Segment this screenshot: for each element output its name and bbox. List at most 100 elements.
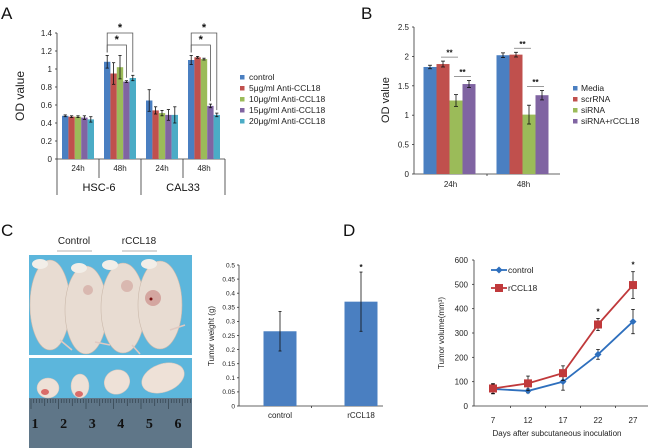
y-tick-label: 1.5 <box>398 82 410 91</box>
bar-blue <box>496 55 510 174</box>
marker-diamond <box>559 378 567 386</box>
legend-swatch <box>573 97 578 102</box>
tumor <box>83 285 93 295</box>
marker-diamond <box>629 318 637 326</box>
y-tick-label: 0.8 <box>41 83 53 92</box>
y-tick-label: 0.6 <box>41 101 53 110</box>
significance-bracket <box>106 32 134 73</box>
ruler-number: 3 <box>89 417 96 432</box>
mouse <box>29 259 71 351</box>
ruler-number: 1 <box>32 417 39 432</box>
chart-c: 0 0.05 0.1 0.15 0.2 0.25 0.3 0.35 0.4 0.45 0.5 Tumo… <box>207 262 383 420</box>
y-tick-label: 1.2 <box>41 47 53 56</box>
x-tick-label: 48h <box>517 180 530 189</box>
ruler-number: 2 <box>60 417 67 432</box>
x-tick-label: 48h <box>113 164 126 173</box>
x-tick-label: 17 <box>559 416 568 425</box>
legend-swatch <box>240 75 245 80</box>
significance-marker: * <box>359 263 363 272</box>
significance-bracket <box>190 32 218 111</box>
panel-label-a: A <box>1 4 13 23</box>
chart-a: 0 0.2 0.4 0.6 0.8 1 1.2 1.4 OD value 24h 48h 24h 48h… <box>13 22 326 195</box>
marker-square <box>489 384 497 393</box>
photo-label-control: Control <box>58 236 90 247</box>
y-tick-label: 0.35 <box>222 305 235 312</box>
legend-swatch <box>240 108 245 113</box>
legend-swatch <box>573 119 578 124</box>
y-tick-label: 0.5 <box>398 141 410 150</box>
x-tick-label: control <box>268 411 292 420</box>
y-tick-label: 100 <box>455 378 469 387</box>
legend-marker <box>495 284 503 292</box>
x-tick-label: 27 <box>629 416 638 425</box>
y-axis-label: Tumor volume(mm³) <box>437 297 446 369</box>
legend-swatch <box>240 97 245 102</box>
bar-cyan <box>87 119 94 159</box>
bar-green <box>74 116 82 159</box>
panel-label-c: C <box>1 221 13 240</box>
mouse <box>137 260 183 350</box>
legend-label: Media <box>581 83 604 93</box>
bar-green <box>158 113 166 159</box>
legend-marker <box>495 266 503 274</box>
excised-tumor <box>103 369 131 395</box>
bar-cyan <box>213 114 220 159</box>
y-axis-label: Tumor weight (g) <box>207 306 216 367</box>
y-tick-label: 2.5 <box>398 23 410 32</box>
significance-marker: * <box>199 34 204 46</box>
bar-red <box>509 54 523 174</box>
bar-cyan <box>129 78 136 159</box>
legend-swatch <box>573 108 578 113</box>
bar-red <box>152 110 159 159</box>
significance-marker: ** <box>532 78 539 87</box>
mouse <box>64 265 108 355</box>
bar-purple <box>535 95 549 174</box>
marker-square <box>524 379 532 388</box>
y-tick-label: 0.4 <box>41 119 53 128</box>
x-tick-label: 7 <box>491 416 496 425</box>
legend-swatch <box>240 119 245 124</box>
legend-label: siRNA+rCCL18 <box>581 116 640 126</box>
bar-blue <box>104 61 111 159</box>
legend-swatch <box>240 86 245 91</box>
panel-label-b: B <box>361 4 372 23</box>
legend-label: 15μg/ml Anti-CCL18 <box>249 105 326 115</box>
legend-label: 5μg/ml Anti-CCL18 <box>249 83 321 93</box>
y-tick-label: 600 <box>455 256 469 265</box>
x-tick-label: 24h <box>155 164 168 173</box>
group-label: CAL33 <box>166 182 200 194</box>
bar-blue <box>188 60 195 159</box>
ruler-number: 5 <box>146 417 153 432</box>
y-tick-label: 200 <box>455 353 469 362</box>
group-label: HSC-6 <box>82 182 115 194</box>
significance-marker: ** <box>519 40 526 49</box>
bar-red <box>68 116 75 159</box>
bar-red <box>194 57 201 159</box>
bar-green <box>449 100 463 174</box>
bar-red <box>110 73 117 159</box>
mouse-photos: Control rCCL18 <box>29 236 192 448</box>
y-tick-label: 0.1 <box>226 375 235 382</box>
tumor <box>145 290 161 306</box>
bar-blue <box>146 100 153 159</box>
bar-purple <box>207 105 214 159</box>
y-tick-label: 0 <box>405 170 410 179</box>
y-tick-label: 2 <box>405 52 410 61</box>
y-tick-label: 1 <box>405 111 410 120</box>
photo-label-rccl18: rCCL18 <box>122 236 157 247</box>
y-tick-label: 0.3 <box>226 319 235 326</box>
legend-label: scrRNA <box>581 94 611 104</box>
x-tick-label: 12 <box>524 416 533 425</box>
x-tick-label: 48h <box>197 164 210 173</box>
bar-green <box>522 114 536 174</box>
x-tick-label: rCCL18 <box>347 411 375 420</box>
bar-cyan <box>171 114 178 159</box>
bar-blue <box>62 115 69 159</box>
y-tick-label: 0.05 <box>222 389 235 396</box>
y-axis-label: OD value <box>13 71 27 121</box>
legend-label: siRNA <box>581 105 605 115</box>
y-tick-label: 0 <box>464 402 469 411</box>
significance-marker: ** <box>446 49 453 58</box>
x-axis-label: Days after subcutaneous inoculation <box>493 429 622 438</box>
legend-label: 10μg/ml Anti-CCL18 <box>249 94 326 104</box>
